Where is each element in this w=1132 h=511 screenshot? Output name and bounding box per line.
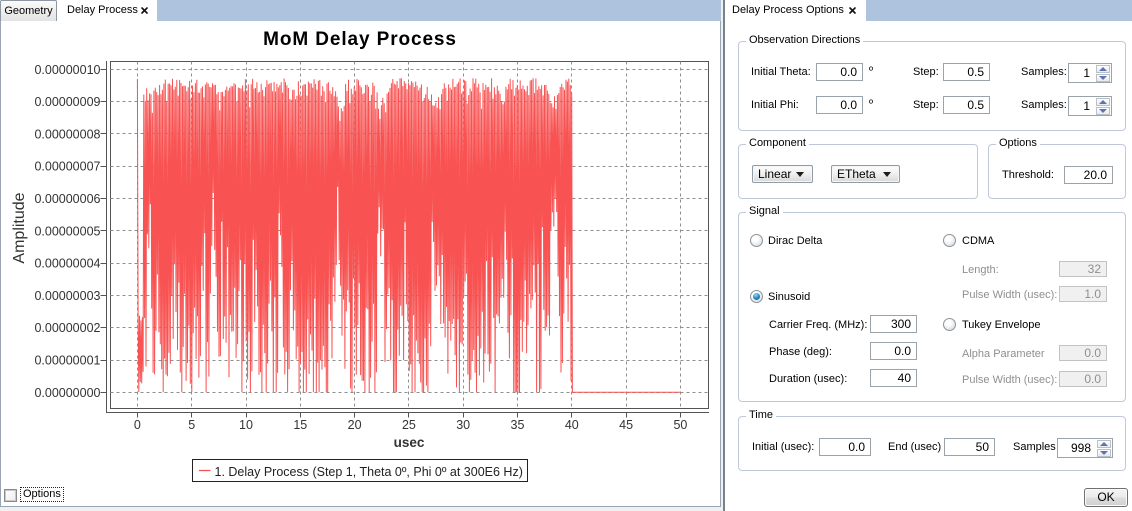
svg-text:20: 20 xyxy=(348,418,362,432)
svg-text:0.00000009: 0.00000009 xyxy=(34,95,100,109)
svg-text:45: 45 xyxy=(619,418,633,432)
svg-text:0.00000002: 0.00000002 xyxy=(34,321,100,335)
svg-text:1. Delay Process (Step 1, Thet: 1. Delay Process (Step 1, Theta 0º, Phi … xyxy=(215,465,523,479)
svg-text:5: 5 xyxy=(188,418,195,432)
svg-text:50: 50 xyxy=(673,418,687,432)
svg-text:usec: usec xyxy=(394,435,425,450)
svg-text:0.00000003: 0.00000003 xyxy=(34,289,100,303)
svg-text:0.00000007: 0.00000007 xyxy=(34,160,100,174)
svg-text:35: 35 xyxy=(511,418,525,432)
svg-text:0.00000006: 0.00000006 xyxy=(34,192,100,206)
svg-text:0.00000008: 0.00000008 xyxy=(34,127,100,141)
svg-text:25: 25 xyxy=(402,418,416,432)
svg-text:MoM Delay Process: MoM Delay Process xyxy=(263,29,457,50)
svg-text:0.00000004: 0.00000004 xyxy=(34,257,100,271)
svg-text:0.00000010: 0.00000010 xyxy=(34,63,100,77)
svg-text:0.00000005: 0.00000005 xyxy=(34,224,100,238)
svg-text:40: 40 xyxy=(565,418,579,432)
svg-text:0.00000000: 0.00000000 xyxy=(34,386,100,400)
svg-text:10: 10 xyxy=(239,418,253,432)
svg-text:15: 15 xyxy=(293,418,307,432)
svg-text:30: 30 xyxy=(456,418,470,432)
svg-text:0: 0 xyxy=(134,418,141,432)
svg-text:0.00000001: 0.00000001 xyxy=(34,354,100,368)
svg-text:Amplitude: Amplitude xyxy=(11,192,28,263)
